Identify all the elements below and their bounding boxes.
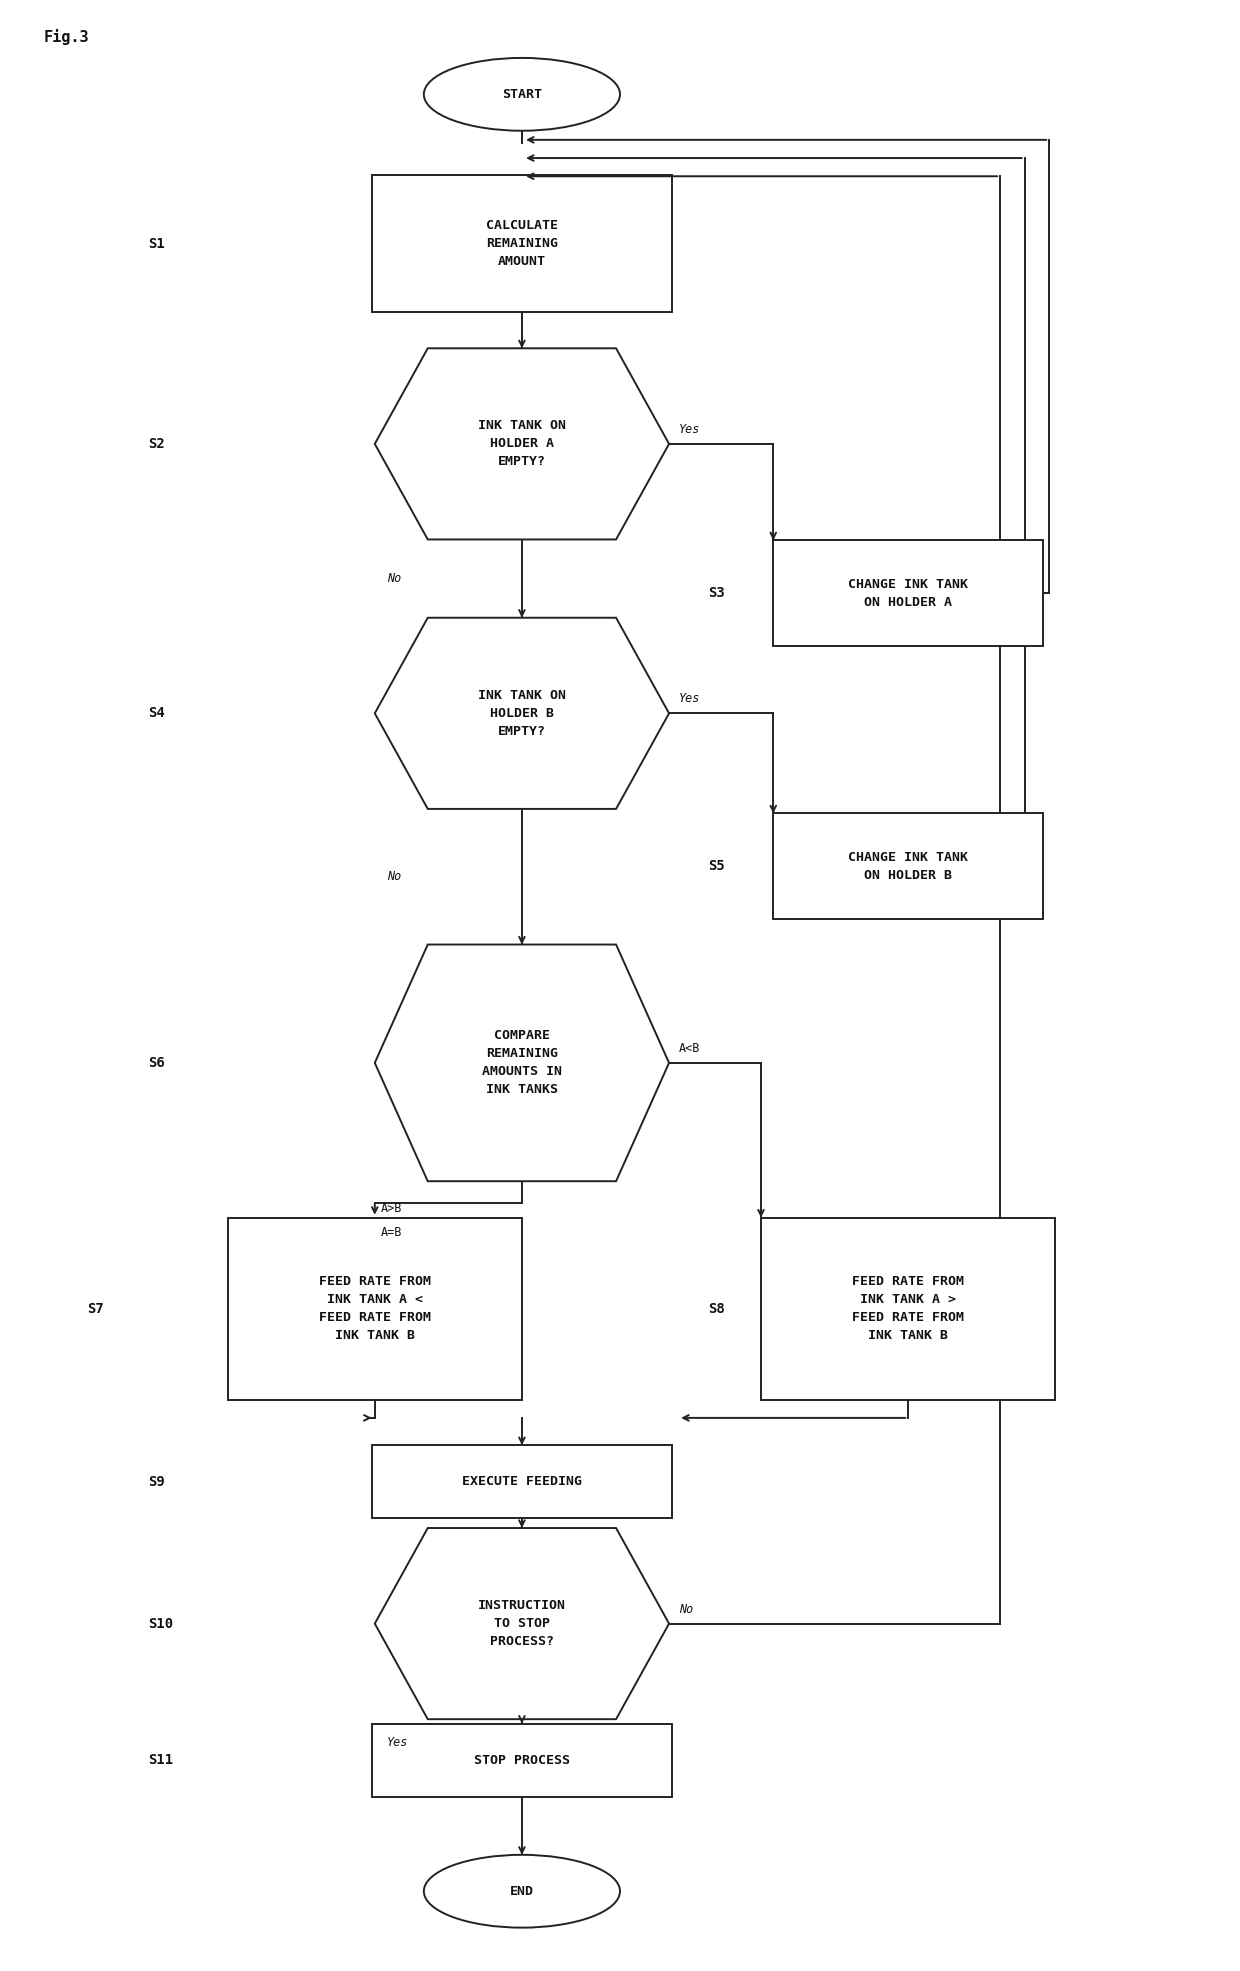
FancyBboxPatch shape (774, 540, 1043, 646)
Polygon shape (374, 617, 670, 808)
Text: S4: S4 (148, 706, 165, 719)
Text: S2: S2 (148, 438, 165, 451)
Text: S8: S8 (708, 1301, 725, 1317)
Polygon shape (374, 349, 670, 540)
Text: COMPARE
REMAINING
AMOUNTS IN
INK TANKS: COMPARE REMAINING AMOUNTS IN INK TANKS (482, 1029, 562, 1096)
Text: No: No (387, 871, 402, 883)
Text: S6: S6 (148, 1056, 165, 1070)
Text: INK TANK ON
HOLDER A
EMPTY?: INK TANK ON HOLDER A EMPTY? (477, 420, 565, 469)
Polygon shape (374, 944, 670, 1181)
Text: S1: S1 (148, 237, 165, 250)
FancyBboxPatch shape (372, 1725, 672, 1796)
Text: INK TANK ON
HOLDER B
EMPTY?: INK TANK ON HOLDER B EMPTY? (477, 688, 565, 737)
Text: Yes: Yes (678, 424, 701, 436)
Text: S3: S3 (708, 585, 725, 599)
Text: S9: S9 (148, 1474, 165, 1488)
Text: CHANGE INK TANK
ON HOLDER A: CHANGE INK TANK ON HOLDER A (848, 578, 968, 609)
Text: No: No (387, 572, 402, 585)
Text: S10: S10 (148, 1616, 174, 1630)
Text: CHANGE INK TANK
ON HOLDER B: CHANGE INK TANK ON HOLDER B (848, 851, 968, 881)
Text: CALCULATE
REMAINING
AMOUNT: CALCULATE REMAINING AMOUNT (486, 219, 558, 268)
Text: Yes: Yes (387, 1736, 408, 1750)
FancyBboxPatch shape (372, 1445, 672, 1518)
Text: No: No (678, 1602, 693, 1616)
Text: Fig.3: Fig.3 (43, 30, 89, 45)
FancyBboxPatch shape (774, 814, 1043, 918)
Text: START: START (502, 89, 542, 101)
Text: S11: S11 (148, 1752, 174, 1768)
Text: STOP PROCESS: STOP PROCESS (474, 1754, 570, 1766)
Text: A>B: A>B (381, 1202, 402, 1214)
Text: Yes: Yes (678, 692, 701, 706)
Text: FEED RATE FROM
INK TANK A >
FEED RATE FROM
INK TANK B: FEED RATE FROM INK TANK A > FEED RATE FR… (852, 1275, 965, 1342)
FancyBboxPatch shape (761, 1218, 1055, 1399)
Text: A<B: A<B (678, 1043, 701, 1054)
Polygon shape (374, 1528, 670, 1719)
Text: FEED RATE FROM
INK TANK A <
FEED RATE FROM
INK TANK B: FEED RATE FROM INK TANK A < FEED RATE FR… (319, 1275, 430, 1342)
FancyBboxPatch shape (372, 175, 672, 311)
Text: END: END (510, 1884, 534, 1898)
FancyBboxPatch shape (228, 1218, 522, 1399)
Text: S7: S7 (87, 1301, 103, 1317)
Text: EXECUTE FEEDING: EXECUTE FEEDING (463, 1474, 582, 1488)
Text: INSTRUCTION
TO STOP
PROCESS?: INSTRUCTION TO STOP PROCESS? (477, 1598, 565, 1648)
Ellipse shape (424, 1855, 620, 1928)
Text: S5: S5 (708, 859, 725, 873)
Text: A=B: A=B (381, 1226, 402, 1238)
Ellipse shape (424, 57, 620, 130)
